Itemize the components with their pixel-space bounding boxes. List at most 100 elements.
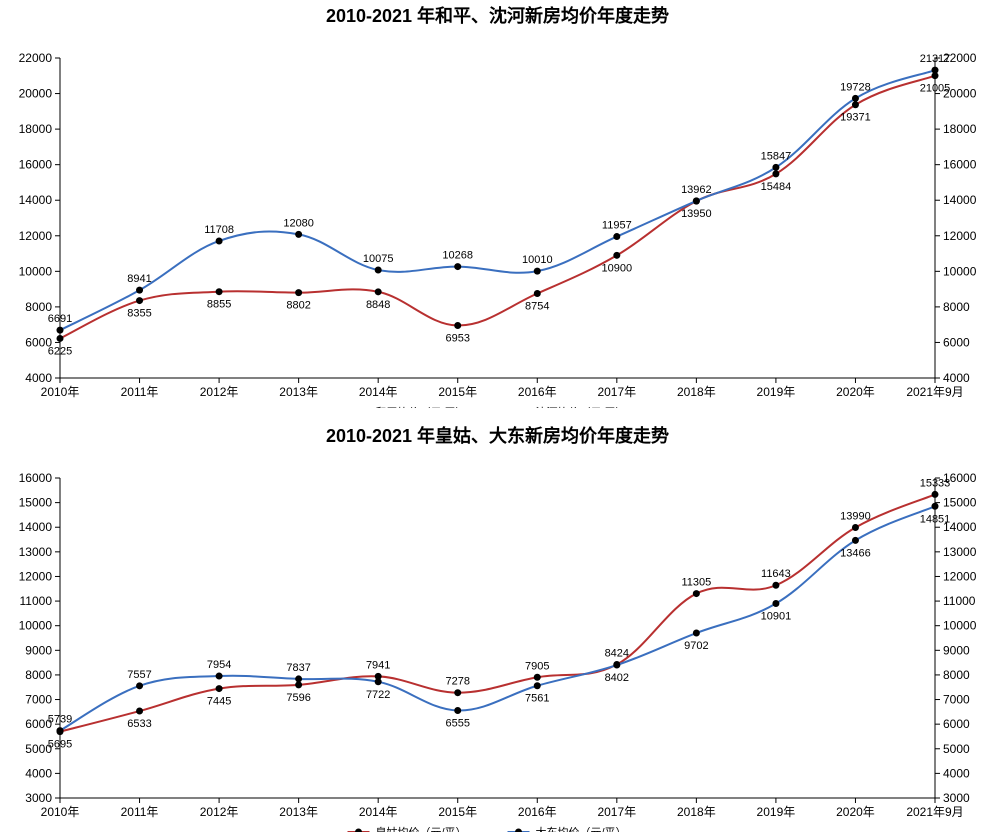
svg-text:22000: 22000 — [19, 51, 53, 65]
svg-text:3000: 3000 — [25, 791, 52, 805]
data-label: 8424 — [605, 647, 629, 659]
svg-text:16000: 16000 — [943, 158, 977, 172]
svg-text:2010年: 2010年 — [41, 385, 80, 399]
svg-text:2014年: 2014年 — [359, 385, 398, 399]
svg-text:14000: 14000 — [19, 193, 53, 207]
data-label: 8848 — [366, 299, 390, 311]
svg-text:20000: 20000 — [19, 87, 53, 101]
svg-text:16000: 16000 — [19, 158, 53, 172]
legend-label: 皇姑均价（元/平） — [376, 825, 467, 832]
data-marker — [534, 682, 541, 689]
data-label: 5695 — [48, 739, 72, 751]
data-label: 19728 — [840, 81, 871, 93]
data-label: 15847 — [761, 150, 792, 162]
data-label: 9702 — [684, 640, 708, 652]
data-label: 13990 — [840, 510, 871, 522]
svg-text:7000: 7000 — [25, 693, 52, 707]
data-marker — [534, 290, 541, 297]
data-marker — [693, 630, 700, 637]
svg-text:10000: 10000 — [19, 264, 53, 278]
svg-text:18000: 18000 — [19, 122, 53, 136]
svg-text:7000: 7000 — [943, 693, 970, 707]
data-marker — [613, 662, 620, 669]
svg-text:8000: 8000 — [25, 300, 52, 314]
data-marker — [693, 197, 700, 204]
svg-text:4000: 4000 — [25, 766, 52, 780]
svg-text:2017年: 2017年 — [597, 385, 636, 399]
data-label: 7722 — [366, 689, 390, 701]
svg-text:12000: 12000 — [943, 569, 977, 583]
svg-text:2018年: 2018年 — [677, 805, 716, 819]
page: 2010-2021 年和平、沈河新房均价年度走势 400040006000600… — [0, 0, 995, 834]
svg-text:8000: 8000 — [943, 300, 970, 314]
data-label: 7278 — [445, 676, 469, 688]
chart1-svg: 4000400060006000800080001000010000120001… — [0, 28, 995, 408]
legend-marker — [515, 829, 522, 833]
svg-text:2011年: 2011年 — [121, 385, 159, 399]
data-label: 7954 — [207, 659, 231, 671]
data-label: 6533 — [127, 718, 151, 730]
data-label: 8802 — [286, 300, 310, 312]
legend-marker — [355, 829, 362, 833]
svg-text:2012年: 2012年 — [200, 385, 239, 399]
data-label: 13466 — [840, 547, 871, 559]
svg-text:10000: 10000 — [943, 619, 977, 633]
data-label: 7445 — [207, 696, 231, 708]
data-marker — [772, 170, 779, 177]
data-label: 11708 — [204, 224, 234, 236]
svg-text:18000: 18000 — [943, 122, 977, 136]
data-marker — [852, 524, 859, 531]
data-marker — [454, 707, 461, 714]
data-marker — [375, 678, 382, 685]
data-label: 15333 — [920, 477, 951, 489]
svg-text:14000: 14000 — [943, 193, 977, 207]
data-label: 13950 — [681, 208, 712, 220]
svg-text:10000: 10000 — [943, 264, 977, 278]
data-label: 10901 — [761, 611, 792, 623]
data-label: 6953 — [445, 333, 469, 345]
svg-text:13000: 13000 — [19, 545, 53, 559]
svg-text:15000: 15000 — [19, 496, 53, 510]
data-label: 7905 — [525, 660, 549, 672]
legend-label: 大东均价（元/平） — [536, 825, 627, 832]
svg-text:5000: 5000 — [943, 742, 970, 756]
series-line — [60, 494, 935, 731]
data-label: 10268 — [442, 250, 473, 262]
svg-text:10000: 10000 — [19, 619, 53, 633]
data-marker — [852, 95, 859, 102]
svg-text:4000: 4000 — [25, 371, 52, 385]
data-label: 6225 — [48, 345, 72, 357]
svg-text:8000: 8000 — [25, 668, 52, 682]
data-marker — [57, 727, 64, 734]
svg-text:2016年: 2016年 — [518, 385, 557, 399]
svg-text:2019年: 2019年 — [757, 385, 796, 399]
data-marker — [216, 288, 223, 295]
chart1-panel: 2010-2021 年和平、沈河新房均价年度走势 400040006000600… — [0, 0, 995, 410]
data-marker — [454, 263, 461, 270]
svg-text:16000: 16000 — [19, 471, 53, 485]
data-label: 5739 — [48, 714, 72, 726]
data-label: 10010 — [522, 254, 553, 266]
data-marker — [534, 268, 541, 275]
data-label: 12080 — [283, 217, 314, 229]
chart2-title: 2010-2021 年皇姑、大东新房均价年度走势 — [0, 420, 995, 448]
svg-text:9000: 9000 — [943, 643, 970, 657]
data-marker — [57, 327, 64, 334]
svg-text:2017年: 2017年 — [597, 805, 636, 819]
svg-text:15000: 15000 — [943, 496, 977, 510]
svg-text:2020年: 2020年 — [836, 385, 875, 399]
data-label: 15484 — [761, 181, 792, 193]
data-marker — [295, 231, 302, 238]
svg-text:2010年: 2010年 — [41, 805, 80, 819]
data-label: 19371 — [840, 112, 871, 124]
data-marker — [295, 289, 302, 296]
data-marker — [613, 252, 620, 259]
data-marker — [136, 708, 143, 715]
data-label: 11643 — [761, 568, 791, 580]
svg-text:2012年: 2012年 — [200, 805, 239, 819]
data-marker — [375, 288, 382, 295]
data-marker — [772, 582, 779, 589]
data-label: 11957 — [602, 220, 632, 232]
chart2-svg: 3000300040004000500050006000600070007000… — [0, 448, 995, 832]
svg-text:9000: 9000 — [25, 643, 52, 657]
